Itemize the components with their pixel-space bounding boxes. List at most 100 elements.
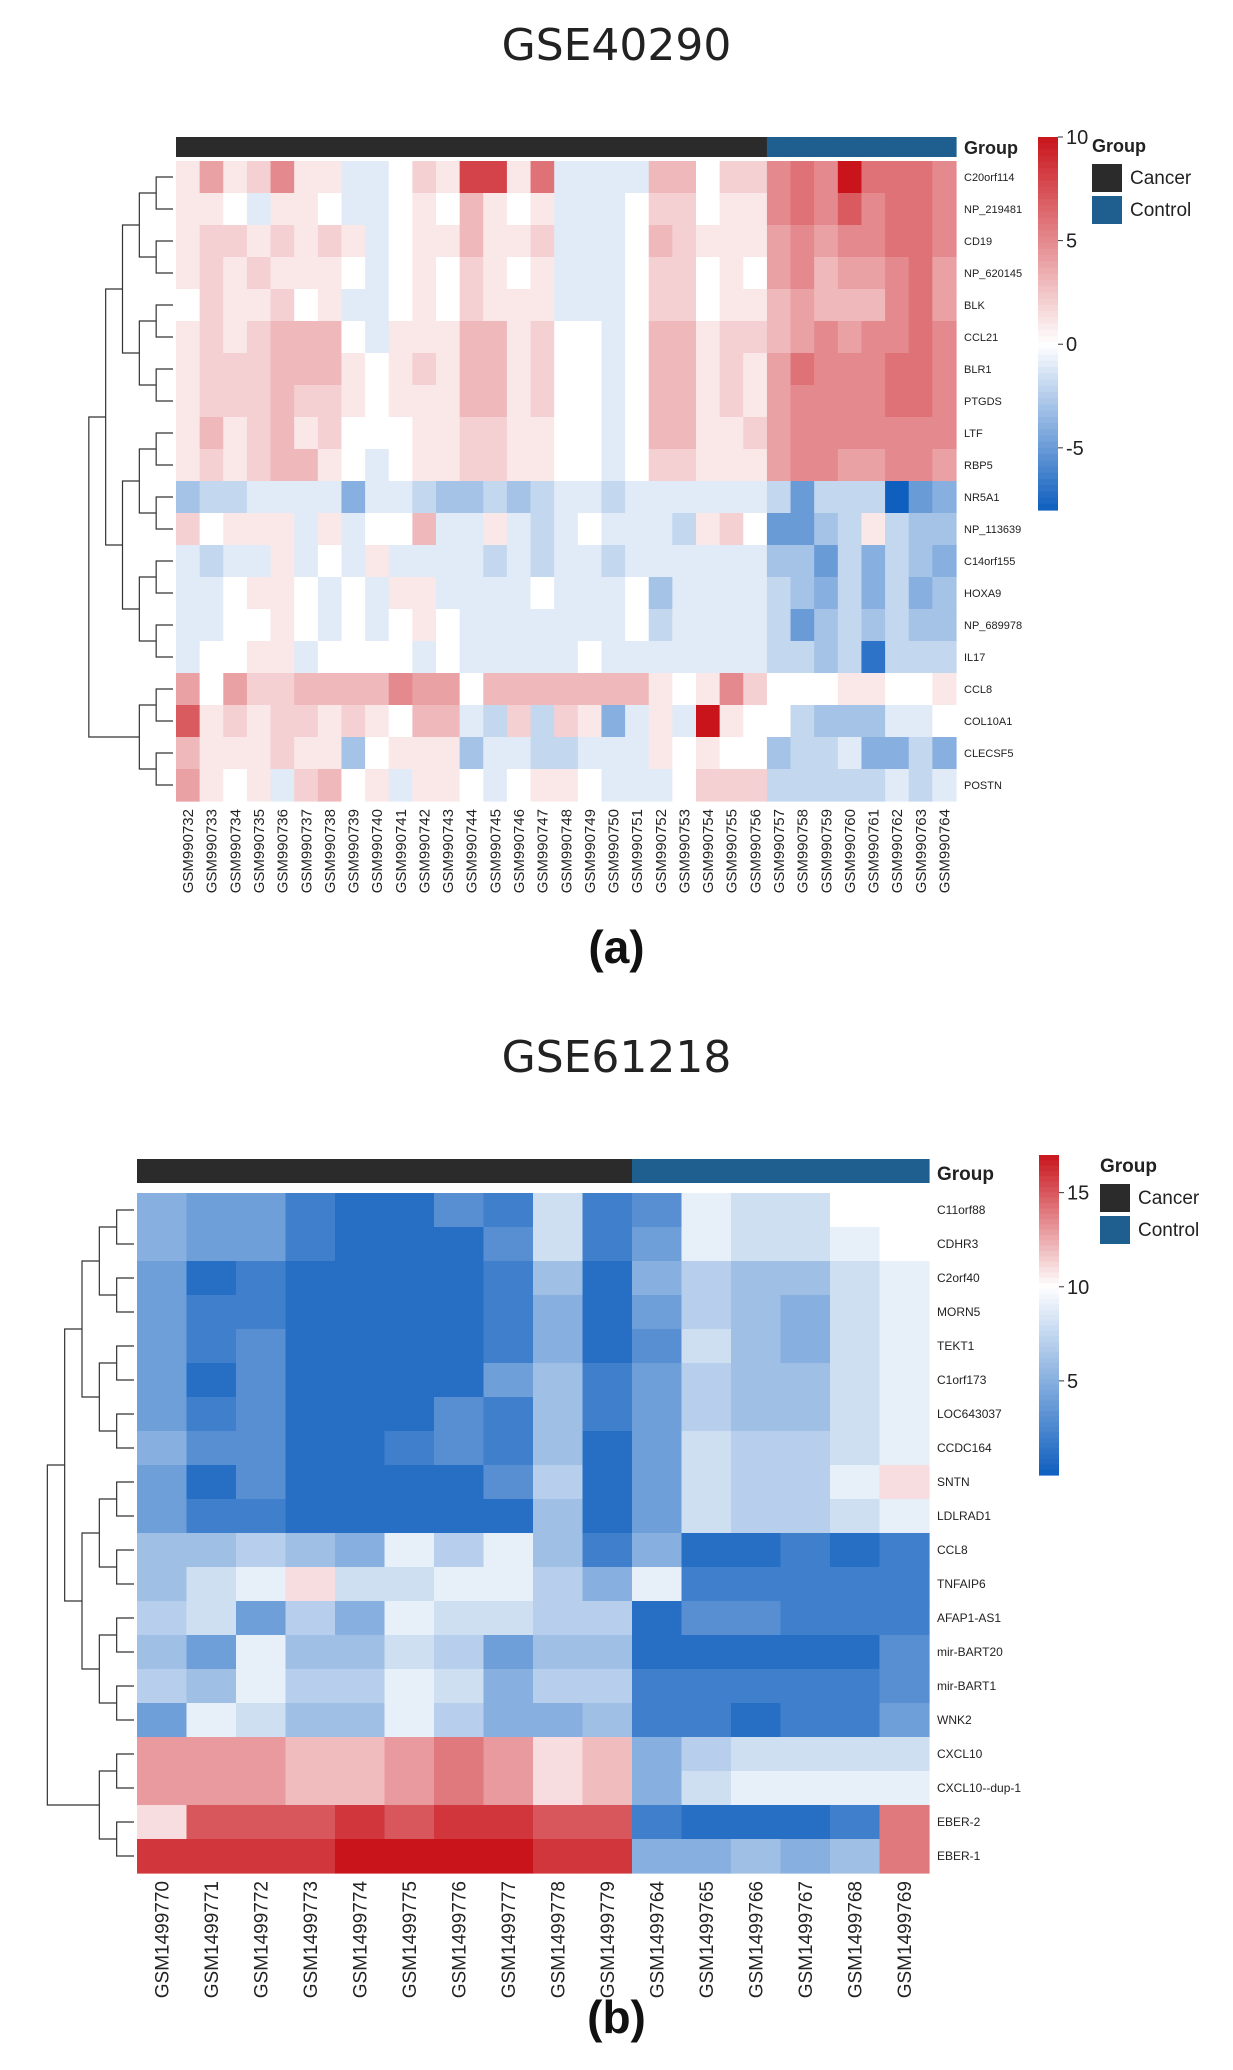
heatmap-cell [861,673,886,706]
heatmap-cell [672,641,697,674]
heatmap-cell [506,225,532,258]
heatmap-cell [317,737,343,770]
heatmap-cell [780,1669,831,1704]
heatmap-cell [632,1193,683,1228]
heatmap-cell [285,1805,336,1840]
heatmap-cell [270,225,295,258]
heatmap-cell [932,449,957,482]
color-scale-segment [1039,1304,1059,1311]
color-scale-segment [1039,1341,1059,1348]
heatmap-cell [186,1839,237,1874]
heatmap-cell [236,1193,287,1228]
heatmap-cell [483,385,508,418]
heatmap-cell [814,737,839,770]
heatmap-cell [885,673,910,706]
heatmap-cell [582,1397,633,1432]
heatmap-cell [766,513,792,546]
dendrogram-branch [155,240,173,274]
heatmap-cell [696,513,721,546]
group-track-cell [932,137,957,157]
heatmap-cell [199,257,224,290]
color-scale-segment [1039,1453,1059,1460]
column-label: GSM990733 [204,809,221,893]
heatmap-cell [483,1295,534,1330]
heatmap-cell [861,193,886,226]
heatmap-cell [577,641,603,674]
heatmap-cell [766,321,792,354]
heatmap-cell [506,449,532,482]
dendrogram-branch [88,416,140,738]
heatmap-cell [236,1737,287,1772]
heatmap-cell [483,1499,534,1534]
heatmap-cell [830,1465,881,1500]
heatmap-cell [436,257,461,290]
heatmap-cell [223,289,248,322]
heatmap-cell [766,385,792,418]
heatmap-cell [672,353,697,386]
heatmap-cell [766,673,792,706]
group-track-cell [632,1159,683,1183]
heatmap-cell [388,769,413,802]
heatmap-cell [908,193,933,226]
heatmap-cell [696,673,721,706]
heatmap-cell [632,1499,683,1534]
heatmap-cell [582,1635,633,1670]
heatmap-cell [577,577,603,610]
heatmap-cell [388,225,413,258]
heatmap-cell [879,1635,930,1670]
heatmap-cell [246,353,272,386]
heatmap-cell [814,225,839,258]
heatmap-cell [790,225,815,258]
heatmap-cell [681,1737,732,1772]
dendrogram-branch [98,1770,117,1840]
heatmap-cell [246,545,272,578]
group-track-cell [885,137,910,157]
heatmap-cell [632,1261,683,1296]
heatmap-cell [186,1703,237,1738]
heatmap-cell [530,449,555,482]
heatmap-cell [436,769,461,802]
dendrogram-branch [116,1209,134,1245]
heatmap-cell [285,1329,336,1364]
group-track-cell [223,137,248,157]
column-label: GSM990764 [936,809,953,893]
color-scale-segment [1039,1331,1059,1337]
color-scale-segment [1039,1299,1059,1305]
heatmap-cell [780,1805,831,1840]
color-scale-segment [1038,311,1058,318]
color-scale-tick-label: 5 [1067,1371,1078,1393]
legend-swatch [1092,196,1122,224]
heatmap-cell [885,257,910,290]
dendrogram-branch [116,1481,134,1517]
dendrogram-branch [138,448,157,514]
heatmap-cell [672,577,697,610]
heatmap-cell [814,449,839,482]
heatmap-cell [837,193,863,226]
row-label: C20orf114 [964,172,1015,184]
heatmap-cell [412,705,437,738]
heatmap-cell [285,1771,336,1806]
heatmap-cell [246,417,272,450]
heatmap-cell [814,481,839,514]
heatmap-cell [601,609,626,642]
heatmap-cell [790,385,815,418]
heatmap-cell [681,1805,732,1840]
heatmap-cell [483,1397,534,1432]
heatmap-cell [719,321,744,354]
heatmap-cell [199,545,224,578]
heatmap-cell [384,1737,435,1772]
heatmap-cell [780,1635,831,1670]
heatmap-cell [625,609,650,642]
heatmap-cell [176,705,201,738]
heatmap-cell [625,257,650,290]
heatmap-cell [483,513,508,546]
color-scale-segment [1038,329,1058,337]
heatmap-cell [879,1499,930,1534]
heatmap-cell [879,1193,930,1228]
legend-label: Control [1130,200,1191,221]
heatmap-cell [814,321,839,354]
heatmap-cell [236,1805,287,1840]
heatmap-cell [483,1635,534,1670]
heatmap-cell [696,161,721,194]
heatmap-cell [696,609,721,642]
